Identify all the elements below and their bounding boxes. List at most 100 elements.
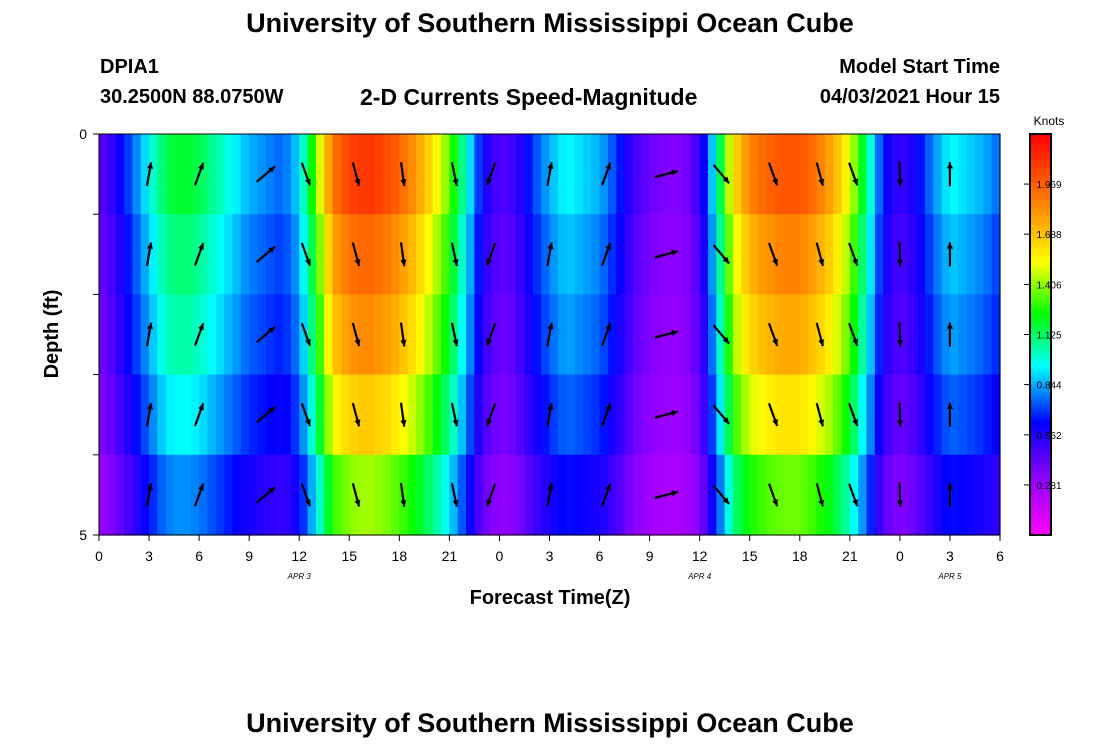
heatmap-cell — [549, 214, 559, 295]
current-arrowhead — [605, 483, 611, 491]
heatmap-cell — [474, 294, 484, 376]
heatmap-cell — [149, 374, 158, 456]
heatmap-cell — [682, 374, 692, 456]
heatmap-cell — [516, 454, 526, 536]
heatmap-cell — [416, 214, 425, 295]
heatmap-cell — [549, 294, 559, 376]
heatmap-cell — [290, 294, 300, 376]
heatmap-cell — [833, 134, 843, 215]
heatmap-cell — [115, 374, 125, 456]
current-arrowhead — [486, 178, 492, 186]
heatmap-cell — [165, 454, 175, 536]
heatmap-cell — [541, 294, 551, 376]
heatmap-cell — [808, 214, 818, 295]
heatmap-cell — [315, 134, 325, 215]
heatmap-cell — [149, 214, 158, 295]
current-arrowhead — [354, 178, 361, 186]
heatmap-cell — [541, 454, 551, 536]
heatmap-cell — [541, 374, 551, 456]
current-arrowhead — [818, 419, 825, 427]
footer-title: University of Southern Mississippi Ocean… — [246, 708, 854, 738]
heatmap-cell — [791, 454, 801, 536]
current-arrowhead — [400, 419, 407, 427]
heatmap-cell — [924, 454, 934, 536]
heatmap-cell — [866, 294, 876, 376]
heatmap-cell — [733, 374, 742, 456]
heatmap-cell — [190, 454, 200, 536]
current-arrowhead — [946, 322, 953, 329]
heatmap-cell — [265, 134, 275, 215]
heatmap-cell — [758, 294, 767, 376]
heatmap-cell — [115, 214, 125, 295]
heatmap-cell — [349, 214, 359, 295]
heatmap-cell — [190, 374, 200, 456]
heatmap-cell — [949, 214, 959, 295]
heatmap-cell — [499, 214, 509, 295]
current-arrowhead — [818, 259, 825, 266]
heatmap-cell — [432, 214, 442, 295]
current-arrowhead — [852, 338, 858, 346]
heatmap-cell — [249, 454, 259, 536]
x-tick-label: 12 — [291, 548, 307, 564]
heatmap-cell — [974, 454, 984, 536]
heatmap-cell — [682, 454, 692, 536]
current-arrowhead — [486, 419, 492, 426]
heatmap-cell — [340, 134, 350, 215]
heatmap-cell — [307, 134, 317, 215]
heatmap-cell — [874, 214, 884, 295]
heatmap-cell — [299, 294, 309, 376]
heatmap-cell — [582, 294, 592, 376]
current-arrowhead — [198, 403, 204, 411]
heatmap-cell — [758, 134, 767, 215]
heatmap-cell — [274, 214, 284, 295]
heatmap-cell — [674, 454, 684, 536]
heatmap-cell — [466, 294, 476, 376]
date-label: APR 3 — [287, 572, 312, 581]
heatmap-cell — [941, 214, 951, 295]
heatmap-cell — [224, 374, 234, 456]
heatmap-cell — [299, 454, 309, 536]
heatmap-cell — [374, 454, 384, 536]
heatmap-cell — [908, 374, 918, 456]
heatmap-cell — [783, 134, 793, 215]
heatmap-cell — [282, 294, 292, 376]
heatmap-cell — [557, 294, 567, 376]
heatmap-cell — [482, 454, 492, 536]
heatmap-cell — [549, 454, 559, 536]
heatmap-cell — [524, 454, 534, 536]
heatmap-cell — [966, 134, 976, 215]
heatmap-cell — [107, 134, 117, 215]
heatmap-cell — [974, 134, 984, 215]
heatmap-cell — [532, 214, 542, 295]
heatmap-cell — [566, 134, 576, 215]
station-id: DPIA1 — [100, 56, 159, 78]
heatmap-cell — [215, 214, 225, 295]
heatmap-cell — [866, 454, 876, 536]
heatmap-cell — [357, 214, 367, 295]
heatmap-cell — [340, 294, 350, 376]
heatmap-cell — [507, 294, 517, 376]
heatmap-cell — [941, 294, 951, 376]
heatmap-cell — [257, 454, 267, 536]
heatmap-cell — [332, 294, 342, 376]
heatmap-cell — [749, 454, 759, 536]
y-tick-label: 5 — [79, 527, 87, 543]
heatmap-cell — [499, 454, 509, 536]
current-arrowhead — [818, 339, 825, 347]
heatmap-cell — [274, 134, 284, 215]
heatmap-cell — [791, 294, 801, 376]
current-arrowhead — [772, 258, 778, 266]
heatmap-cell — [165, 374, 175, 456]
heatmap-cell — [674, 374, 684, 456]
heatmap-cell — [282, 374, 292, 456]
heatmap-cell — [883, 454, 893, 536]
heatmap-cell — [357, 294, 367, 376]
heatmap-cell — [632, 374, 642, 456]
heatmap-cell — [257, 374, 267, 456]
heatmap-cell — [357, 454, 367, 536]
heatmap-cell — [199, 294, 209, 376]
heatmap-cell — [916, 374, 926, 456]
heatmap-cell — [766, 374, 776, 456]
heatmap-cell — [808, 454, 818, 536]
heatmap-cell — [799, 374, 809, 456]
